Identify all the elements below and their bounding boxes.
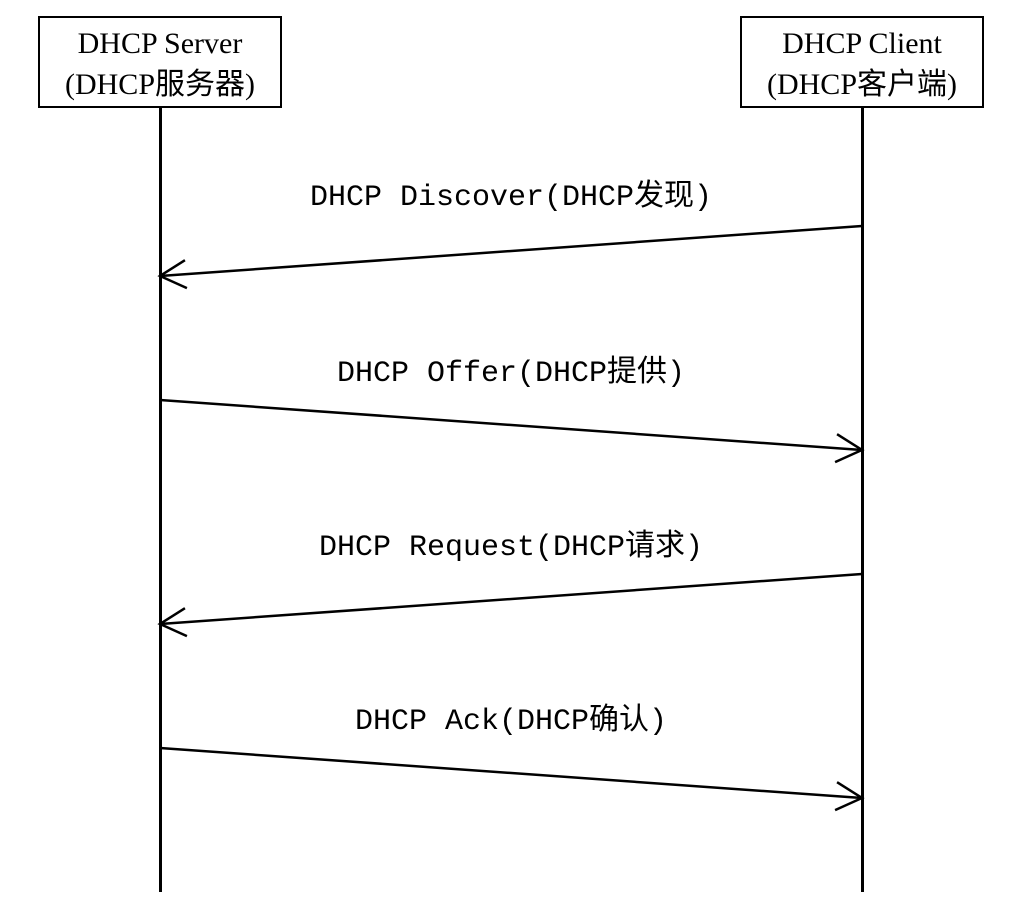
lifeline-client (861, 108, 864, 892)
participant-server-line2: (DHCP服务器) (50, 65, 270, 106)
participant-client-line1: DHCP Client (752, 24, 972, 65)
sequence-diagram: DHCP Server (DHCP服务器) DHCP Client (DHCP客… (0, 0, 1024, 904)
message-label-ack: DHCP Ack(DHCP确认) (160, 694, 862, 739)
message-arrows (0, 0, 1024, 904)
message-label-discover: DHCP Discover(DHCP发现) (160, 170, 862, 215)
message-label-request: DHCP Request(DHCP请求) (160, 520, 862, 565)
participant-client-box: DHCP Client (DHCP客户端) (740, 16, 984, 108)
message-label-offer: DHCP Offer(DHCP提供) (160, 346, 862, 391)
participant-client-line2: (DHCP客户端) (752, 65, 972, 106)
participant-server-line1: DHCP Server (50, 24, 270, 65)
participant-server-box: DHCP Server (DHCP服务器) (38, 16, 282, 108)
lifeline-server (159, 108, 162, 892)
